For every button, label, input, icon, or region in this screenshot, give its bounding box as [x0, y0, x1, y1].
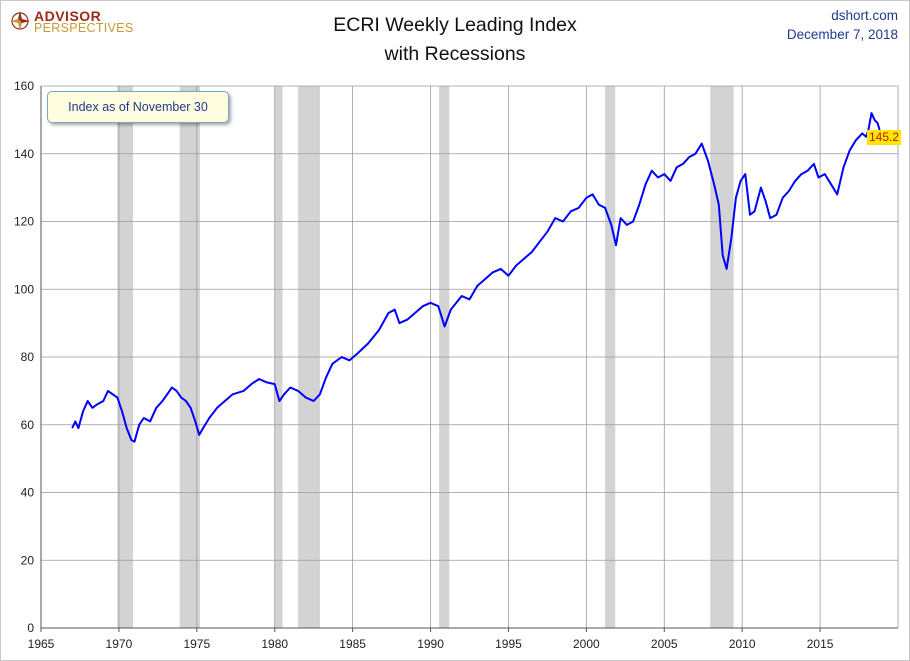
- x-tick-label: 2010: [729, 637, 756, 651]
- axes: 0 20 40 60 80 100 120 140 160 1965 1970 1975 1980 198…: [14, 79, 899, 651]
- site-credit: dshort.com: [831, 8, 898, 23]
- y-tick-label: 140: [14, 147, 34, 161]
- y-tick-label: 20: [21, 553, 35, 567]
- y-tick-label: 40: [21, 486, 35, 500]
- x-tick-label: 1985: [339, 637, 366, 651]
- last-value-label: 145.2: [867, 130, 901, 145]
- x-tick-label: 2015: [807, 637, 834, 651]
- compass-rose-icon: [10, 11, 30, 31]
- x-tick-label: 1965: [28, 637, 55, 651]
- chart-date: December 7, 2018: [786, 27, 898, 42]
- x-tick-label: 1975: [183, 637, 210, 651]
- logo-text-bottom: PERSPECTIVES: [34, 21, 134, 35]
- chart-title-line1: ECRI Weekly Leading Index: [333, 14, 577, 36]
- y-tick-label: 160: [14, 79, 34, 93]
- x-tick-label: 2005: [651, 637, 678, 651]
- y-tick-label: 120: [14, 215, 34, 229]
- y-tick-label: 60: [21, 418, 35, 432]
- gridlines: [40, 85, 898, 629]
- advisor-perspectives-logo: ADVISOR PERSPECTIVES: [8, 6, 138, 36]
- x-tick-label: 1990: [417, 637, 444, 651]
- series-line-ecri-wli: [71, 112, 883, 443]
- x-tick-label: 1995: [495, 637, 522, 651]
- chart-title-line2: with Recessions: [384, 43, 526, 65]
- index-date-note: Index as of November 30: [47, 91, 229, 123]
- logo-text-top: ADVISOR: [34, 8, 102, 24]
- y-tick-label: 100: [14, 282, 34, 296]
- y-tick-label: 0: [27, 621, 34, 635]
- x-tick-label: 1970: [106, 637, 133, 651]
- y-tick-label: 80: [21, 350, 35, 364]
- x-tick-label: 2000: [573, 637, 600, 651]
- series-layer: [71, 112, 883, 443]
- x-tick-label: 1980: [261, 637, 288, 651]
